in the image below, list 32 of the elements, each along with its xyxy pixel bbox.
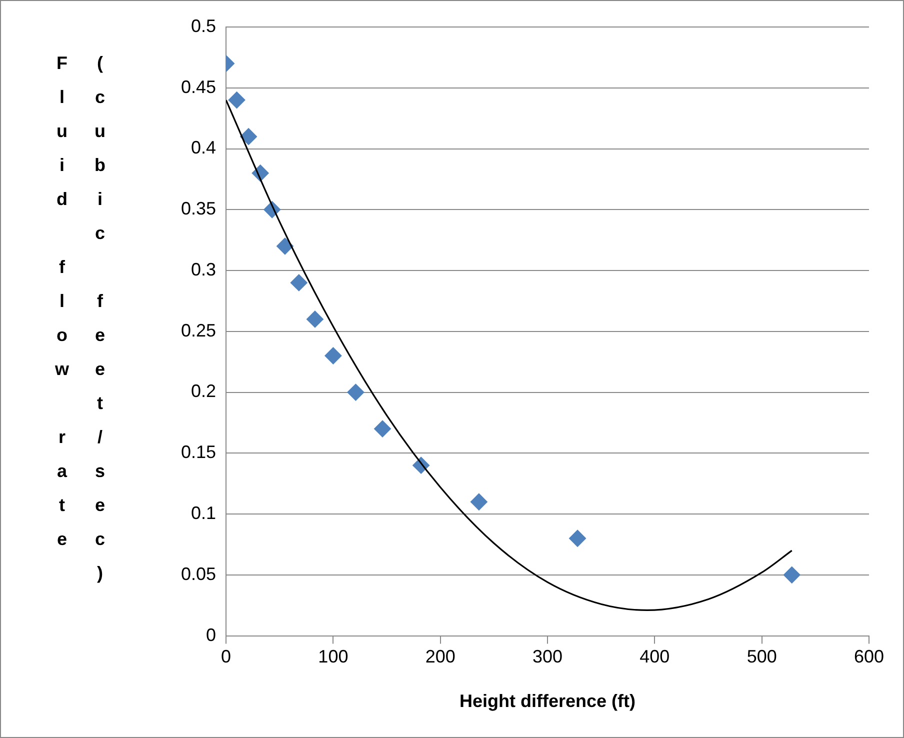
x-tick-label: 0 — [221, 646, 232, 667]
point — [470, 493, 488, 510]
point — [374, 420, 391, 438]
y-tick-label: 0.5 — [191, 16, 216, 36]
y-tick-label: 0.15 — [180, 442, 216, 462]
x-tick-label: 100 — [318, 646, 348, 667]
y-tick-label: 0 — [206, 624, 216, 645]
x-tick-label: 600 — [854, 646, 884, 667]
y-tick-label: 0.4 — [191, 138, 216, 158]
x-tick-label: 500 — [746, 646, 777, 667]
point — [228, 92, 246, 109]
x-tick-label: 400 — [640, 646, 670, 667]
point — [276, 238, 294, 255]
y-tick-label: 0.45 — [180, 76, 216, 97]
point — [783, 566, 800, 584]
line-series — [226, 99, 793, 612]
x-tick-label: 300 — [532, 646, 563, 667]
y-tick-label: 0.3 — [191, 259, 216, 280]
x-axis-title: Height difference (ft) — [460, 691, 636, 712]
point — [306, 310, 324, 328]
x-tick-label: 200 — [425, 646, 456, 667]
point — [347, 384, 364, 401]
y-tick-label: 0.25 — [180, 320, 216, 340]
y-tick-label: 0.05 — [180, 564, 216, 584]
y-tick-label: 0.1 — [191, 503, 216, 524]
point — [324, 347, 342, 364]
y-axis-title: Fluid flow rate (cubic feet/sec) — [51, 53, 111, 599]
point — [569, 530, 586, 547]
y-tick-label: 0.2 — [191, 381, 216, 402]
y-tick-label: 0.35 — [180, 198, 216, 219]
point — [290, 274, 308, 292]
point — [240, 128, 258, 146]
